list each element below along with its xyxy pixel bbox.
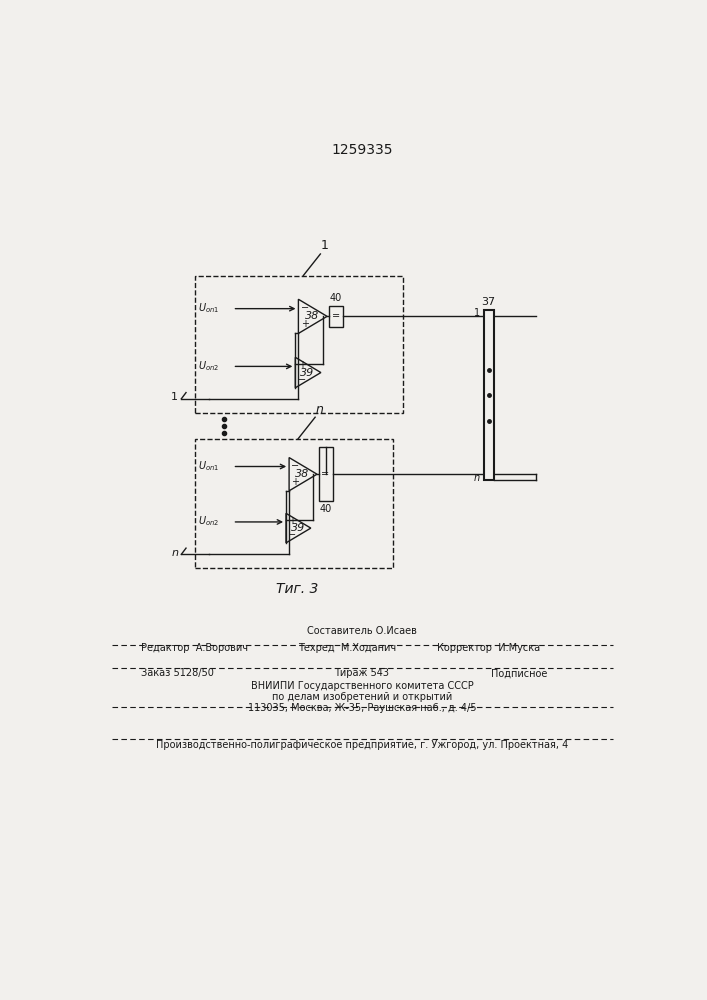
Text: +: + — [288, 516, 296, 526]
Text: +: + — [298, 360, 305, 370]
Text: −: − — [298, 375, 305, 385]
Bar — [484, 310, 493, 480]
Text: Составитель О.Исаев: Составитель О.Исаев — [307, 626, 417, 636]
Text: 38: 38 — [296, 469, 310, 479]
Text: 1: 1 — [474, 308, 480, 318]
Text: $U_{on1}$: $U_{on1}$ — [199, 459, 220, 473]
Text: 40: 40 — [329, 293, 341, 303]
Text: Производственно-полиграфическое предприятие, г. Ужгород, ул. Проектная, 4: Производственно-полиграфическое предприя… — [156, 740, 568, 750]
Text: 40: 40 — [320, 504, 332, 514]
Text: $U_{on2}$: $U_{on2}$ — [199, 359, 220, 373]
Bar — [319, 447, 332, 501]
Text: 1: 1 — [321, 239, 329, 252]
Text: 113035, Москва, Ж-35, Раушская наб., д. 4/5: 113035, Москва, Ж-35, Раушская наб., д. … — [247, 703, 477, 713]
Text: n: n — [171, 548, 178, 558]
Text: n: n — [474, 473, 480, 483]
Bar — [195, 439, 393, 568]
Text: 1: 1 — [171, 392, 178, 402]
Text: −: − — [288, 530, 296, 540]
Text: 1259335: 1259335 — [331, 143, 392, 157]
Text: =: = — [322, 469, 329, 479]
Bar — [195, 276, 403, 413]
Text: 37: 37 — [481, 297, 496, 307]
Text: =: = — [332, 311, 339, 321]
Text: Тираж 543: Тираж 543 — [334, 668, 390, 678]
Text: Заказ 5128/50: Заказ 5128/50 — [141, 668, 214, 678]
Text: Τиг. 3: Τиг. 3 — [276, 582, 319, 596]
Text: $U_{on2}$: $U_{on2}$ — [199, 514, 220, 528]
Text: Корректор  И.Муска: Корректор И.Муска — [437, 643, 540, 653]
Text: Редактор  А.Ворович: Редактор А.Ворович — [141, 643, 248, 653]
Text: Техред  М.Ходанич: Техред М.Ходанич — [298, 643, 396, 653]
Text: 39: 39 — [291, 523, 305, 533]
Text: $U_{on1}$: $U_{on1}$ — [199, 301, 220, 315]
Text: n: n — [316, 403, 324, 416]
Text: Подписное: Подписное — [491, 668, 548, 678]
Bar — [329, 306, 343, 327]
Text: −: − — [300, 303, 309, 313]
Text: по делам изобретений и открытий: по делам изобретений и открытий — [271, 692, 452, 702]
Text: +: + — [300, 319, 309, 329]
Text: ВНИИПИ Государственного комитета СССР: ВНИИПИ Государственного комитета СССР — [250, 681, 473, 691]
Text: 39: 39 — [300, 368, 315, 378]
Text: −: − — [291, 461, 300, 471]
Text: 38: 38 — [305, 311, 320, 321]
Text: +: + — [291, 477, 300, 487]
